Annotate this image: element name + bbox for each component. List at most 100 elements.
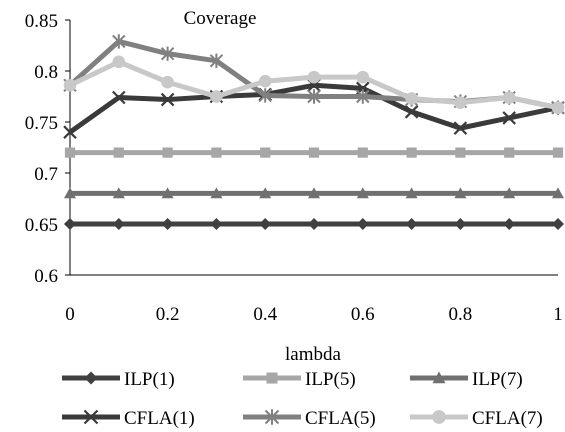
marker-square — [455, 147, 466, 158]
marker-square — [357, 147, 368, 158]
marker-triangle — [552, 187, 564, 199]
marker-x — [404, 105, 419, 119]
marker-triangle — [356, 187, 369, 199]
legend: ILP(1) ILP(5) ILP(7) CFLA(1) CFLA(5) CFLA(7) — [62, 369, 543, 429]
marker-circle — [405, 92, 418, 105]
marker-diamond — [161, 218, 174, 230]
y-axis-ticks: 0.6 0.65 0.7 0.75 0.8 0.85 — [25, 11, 70, 287]
marker-triangle — [454, 187, 467, 199]
legend-label: ILP(7) — [472, 369, 523, 390]
marker-square — [406, 147, 417, 158]
marker-star — [209, 53, 224, 68]
marker-star — [112, 34, 126, 49]
x-tick-label: 0.8 — [449, 304, 473, 325]
legend-item: CFLA(5) — [243, 408, 376, 429]
marker-triangle — [308, 187, 320, 199]
marker-x — [83, 409, 99, 425]
series-ILP(1) — [64, 218, 564, 230]
marker-circle — [432, 410, 446, 424]
marker-triangle — [503, 187, 516, 199]
marker-diamond — [454, 218, 467, 230]
marker-x — [160, 92, 175, 107]
y-tick-label: 0.75 — [25, 113, 58, 134]
marker-triangle — [64, 187, 76, 199]
marker-diamond — [356, 218, 369, 230]
marker-x — [502, 111, 516, 125]
marker-square — [113, 147, 124, 158]
legend-label: CFLA(1) — [124, 408, 195, 429]
x-tick-label: 1 — [553, 304, 563, 325]
marker-diamond — [64, 218, 76, 230]
series-ILP(5) — [64, 147, 564, 158]
marker-star — [307, 89, 321, 104]
marker-square — [552, 147, 564, 158]
marker-diamond — [84, 371, 98, 385]
marker-triangle — [210, 187, 223, 199]
y-tick-label: 0.65 — [25, 215, 58, 236]
marker-square — [504, 147, 515, 158]
legend-item: ILP(7) — [410, 369, 523, 390]
marker-x — [112, 90, 126, 105]
marker-star — [160, 46, 175, 61]
marker-star — [258, 88, 272, 103]
marker-circle — [307, 70, 321, 84]
marker-square — [260, 147, 271, 158]
legend-item: ILP(5) — [243, 369, 356, 390]
x-tick-label: 0.4 — [253, 304, 277, 325]
marker-triangle — [405, 187, 418, 199]
marker-diamond — [503, 218, 516, 230]
marker-triangle — [259, 187, 272, 199]
legend-item: CFLA(1) — [62, 408, 195, 429]
marker-circle — [112, 55, 126, 69]
legend-label: CFLA(7) — [472, 408, 543, 429]
marker-square — [64, 147, 76, 158]
legend-label: ILP(5) — [305, 369, 356, 390]
y-tick-label: 0.85 — [25, 11, 58, 32]
series-CFLA(1) — [63, 78, 565, 139]
marker-diamond — [552, 218, 564, 230]
marker-x — [63, 125, 77, 139]
y-tick-label: 0.7 — [34, 164, 58, 185]
legend-item: ILP(1) — [62, 369, 175, 390]
x-tick-label: 0 — [65, 304, 75, 325]
marker-square — [266, 372, 278, 384]
y-tick-label: 0.6 — [34, 266, 58, 287]
series-CFLA(7) — [63, 55, 565, 115]
chart-title: Coverage — [184, 8, 257, 29]
x-axis-title: lambda — [285, 344, 341, 365]
marker-triangle — [161, 187, 174, 199]
marker-triangle — [432, 371, 446, 384]
marker-circle — [63, 78, 77, 92]
marker-diamond — [210, 218, 223, 230]
marker-diamond — [308, 218, 320, 230]
legend-label: CFLA(5) — [305, 408, 376, 429]
marker-diamond — [405, 218, 418, 230]
marker-star — [356, 89, 370, 104]
marker-x — [453, 121, 468, 135]
series-ILP(7) — [64, 187, 564, 199]
marker-square — [211, 147, 222, 158]
marker-square — [308, 147, 320, 158]
plot-area: 0.6 0.65 0.7 0.75 0.8 0.85 0 0.2 0.4 0.6 0.8 1 — [25, 11, 565, 325]
x-tick-label: 0.6 — [351, 304, 375, 325]
marker-circle — [258, 74, 272, 88]
marker-circle — [161, 75, 174, 89]
marker-circle — [356, 70, 370, 84]
series-layer — [63, 34, 565, 230]
marker-circle — [210, 90, 223, 103]
x-tick-label: 0.2 — [156, 304, 180, 325]
marker-triangle — [112, 187, 125, 199]
legend-label: ILP(1) — [124, 369, 175, 390]
y-tick-label: 0.8 — [34, 62, 58, 83]
legend-item: CFLA(7) — [410, 408, 543, 429]
marker-circle — [551, 101, 565, 115]
marker-star — [264, 409, 280, 425]
marker-circle — [502, 91, 516, 104]
x-axis-ticks: 0 0.2 0.4 0.6 0.8 1 — [65, 304, 563, 325]
marker-circle — [454, 96, 467, 109]
marker-diamond — [259, 218, 272, 230]
marker-diamond — [112, 218, 125, 230]
marker-square — [162, 147, 173, 158]
